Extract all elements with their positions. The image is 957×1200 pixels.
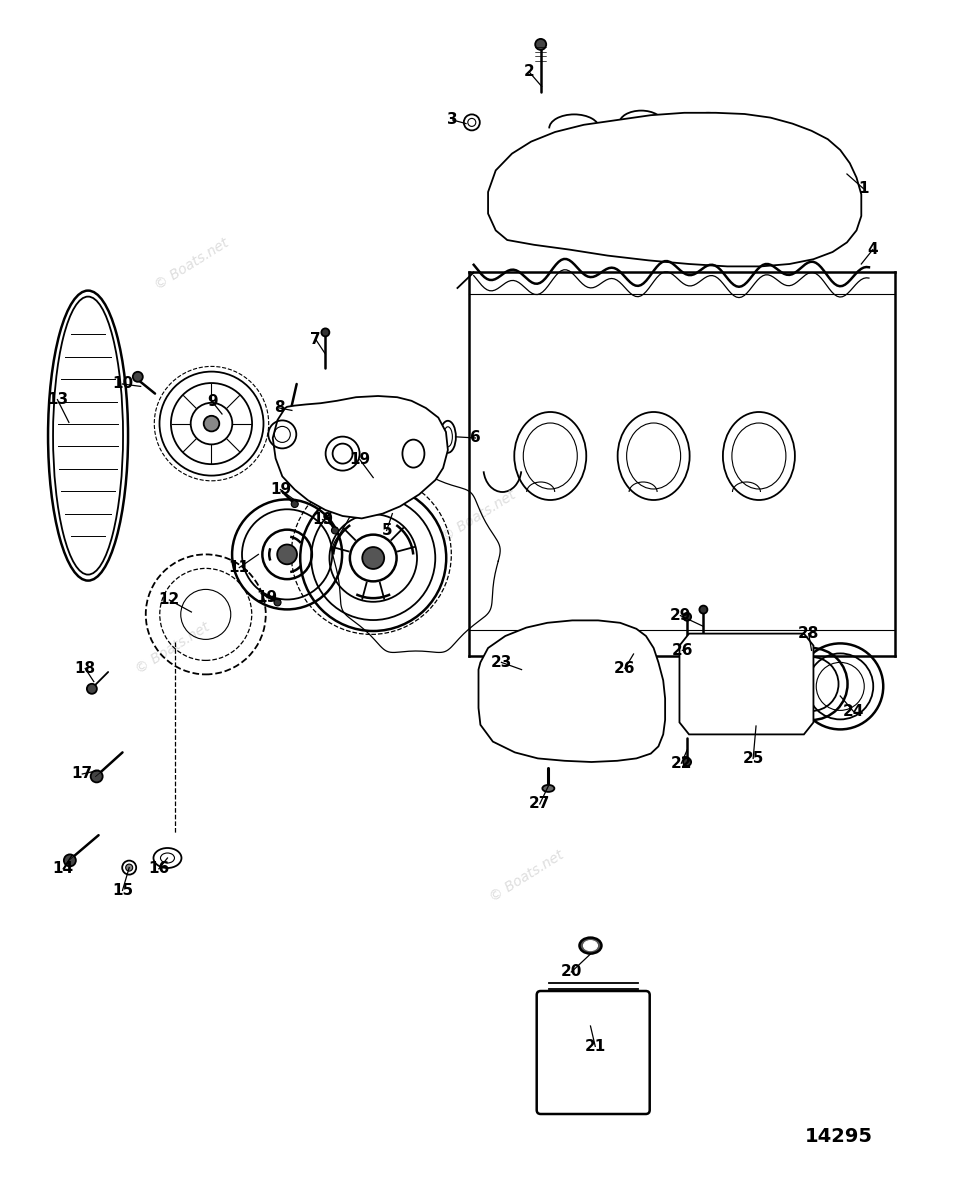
- Text: 25: 25: [743, 751, 764, 766]
- Circle shape: [683, 613, 691, 620]
- Polygon shape: [273, 396, 448, 518]
- Text: 21: 21: [585, 1039, 606, 1054]
- Ellipse shape: [543, 785, 554, 792]
- Circle shape: [367, 476, 375, 484]
- Text: 9: 9: [207, 395, 218, 409]
- Text: © Boats.net: © Boats.net: [439, 487, 518, 545]
- Text: 27: 27: [529, 797, 550, 811]
- Circle shape: [322, 329, 329, 336]
- Text: 17: 17: [72, 767, 93, 781]
- Circle shape: [363, 547, 384, 569]
- Text: 4: 4: [867, 242, 879, 257]
- Text: © Boats.net: © Boats.net: [487, 847, 566, 905]
- Circle shape: [87, 684, 97, 694]
- Text: 20: 20: [561, 965, 582, 979]
- Text: 1: 1: [858, 181, 868, 196]
- Text: 23: 23: [491, 655, 512, 670]
- Text: 19: 19: [349, 452, 370, 467]
- Text: 26: 26: [614, 661, 635, 676]
- Polygon shape: [488, 113, 861, 266]
- Text: 10: 10: [112, 377, 133, 391]
- Text: 14: 14: [53, 862, 74, 876]
- Ellipse shape: [580, 937, 601, 954]
- Circle shape: [91, 770, 102, 782]
- Circle shape: [283, 425, 291, 432]
- Circle shape: [291, 500, 299, 508]
- Text: 3: 3: [447, 113, 458, 127]
- Text: 19: 19: [256, 590, 278, 605]
- Text: 14295: 14295: [805, 1127, 874, 1146]
- Circle shape: [125, 864, 133, 871]
- Text: 11: 11: [229, 560, 250, 575]
- Circle shape: [274, 599, 281, 606]
- Circle shape: [683, 758, 691, 766]
- Circle shape: [64, 854, 76, 866]
- Text: 28: 28: [798, 626, 819, 641]
- Text: 12: 12: [159, 593, 180, 607]
- Circle shape: [204, 416, 219, 431]
- Circle shape: [331, 527, 339, 534]
- Polygon shape: [478, 620, 665, 762]
- Text: © Boats.net: © Boats.net: [133, 619, 211, 677]
- Text: 24: 24: [843, 704, 864, 719]
- Text: 8: 8: [274, 401, 285, 415]
- Polygon shape: [679, 634, 813, 734]
- Ellipse shape: [584, 941, 597, 950]
- Text: 26: 26: [672, 643, 693, 658]
- Text: © Boats.net: © Boats.net: [152, 235, 231, 293]
- Text: 16: 16: [148, 862, 169, 876]
- Circle shape: [325, 437, 360, 470]
- Text: 19: 19: [270, 482, 291, 497]
- Text: 7: 7: [310, 332, 322, 347]
- Text: 29: 29: [670, 608, 691, 623]
- Text: 6: 6: [470, 431, 481, 445]
- Text: 18: 18: [75, 661, 96, 676]
- FancyBboxPatch shape: [537, 991, 650, 1114]
- Text: 5: 5: [381, 523, 392, 538]
- Text: 13: 13: [47, 392, 68, 407]
- Circle shape: [133, 372, 143, 382]
- Text: 15: 15: [112, 883, 133, 898]
- Circle shape: [628, 631, 635, 638]
- Circle shape: [535, 38, 546, 50]
- Text: 2: 2: [523, 65, 535, 79]
- Circle shape: [700, 606, 707, 613]
- Text: 19: 19: [312, 512, 333, 527]
- Circle shape: [278, 545, 297, 564]
- Text: 22: 22: [671, 756, 692, 770]
